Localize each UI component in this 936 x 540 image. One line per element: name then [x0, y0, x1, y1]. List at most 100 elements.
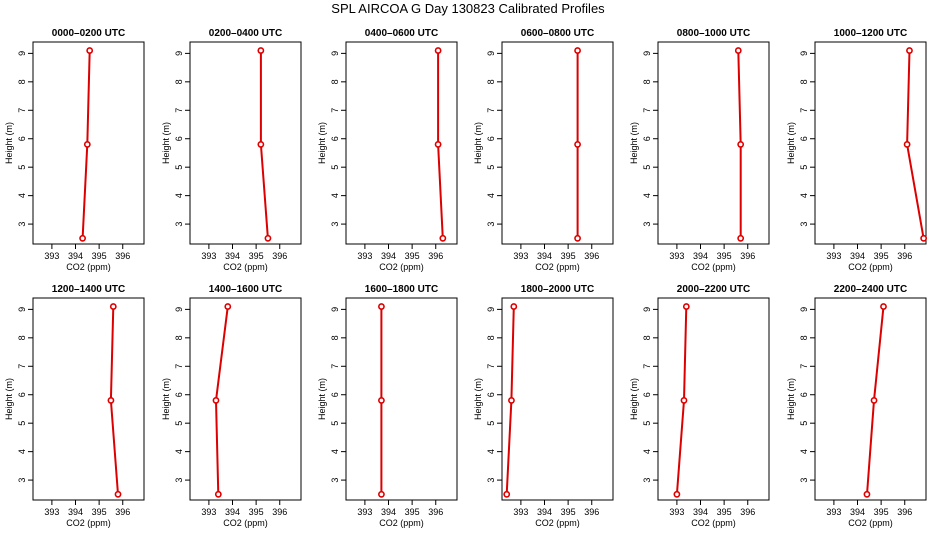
y-tick-label: 7: [330, 364, 340, 369]
panel-title: 1600–1800 UTC: [365, 284, 438, 295]
y-axis-label: Height (m): [629, 122, 639, 164]
y-tick-label: 9: [174, 307, 184, 312]
y-tick-label: 4: [642, 449, 652, 454]
y-axis-label: Height (m): [317, 378, 327, 420]
panel-12: 2200–2400 UTC 393 394 395 396 3 4 5 6 7 8 9 CO2 (ppm…: [786, 284, 927, 528]
data-point: [257, 141, 265, 148]
plot-frame: [345, 297, 458, 501]
panel-2: 0200–0400 UTC 393 394 395 396 3 4 5 6 7 8 9 CO2 (ppm…: [161, 28, 302, 272]
x-axis-label: CO2 (ppm): [691, 262, 736, 272]
y-tick-label: 6: [642, 136, 652, 141]
data-point: [264, 234, 272, 242]
x-tick-label: 396: [428, 507, 443, 517]
y-tick-label: 7: [17, 364, 27, 369]
y-axis-label: Height (m): [161, 378, 171, 420]
x-tick-label: 393: [44, 251, 59, 261]
data-point: [906, 47, 913, 54]
figure-title: SPL AIRCOA G Day 130823 Calibrated Profi…: [331, 1, 605, 16]
x-tick-label: 394: [381, 251, 396, 261]
x-tick-label: 393: [201, 507, 216, 517]
x-tick-label: 395: [561, 507, 576, 517]
x-tick-label: 394: [693, 251, 708, 261]
data-point: [734, 47, 742, 54]
data-point: [378, 303, 385, 310]
y-tick-label: 5: [174, 165, 184, 170]
panel-title: 0000–0200 UTC: [52, 28, 125, 39]
x-axis-label: CO2 (ppm): [379, 518, 424, 528]
y-tick-label: 6: [330, 392, 340, 397]
y-tick-label: 4: [174, 449, 184, 454]
y-tick-label: 8: [642, 335, 652, 340]
y-tick-label: 6: [799, 136, 809, 141]
x-tick-label: 393: [669, 251, 684, 261]
x-tick-label: 396: [740, 507, 755, 517]
data-point: [920, 234, 928, 242]
data-point: [378, 397, 385, 404]
y-tick-label: 7: [799, 364, 809, 369]
y-tick-label: 9: [799, 307, 809, 312]
plot-frame: [657, 297, 770, 501]
panel-title: 1000–1200 UTC: [834, 28, 907, 39]
panel-10: 1800–2000 UTC 393 394 395 396 3 4 5 6 7 8 9 CO2 (ppm…: [473, 284, 614, 528]
y-tick-label: 6: [486, 392, 496, 397]
y-tick-label: 7: [17, 108, 27, 113]
data-point: [109, 303, 117, 310]
data-point: [224, 303, 232, 310]
panel-title: 0800–1000 UTC: [677, 28, 750, 39]
y-tick-label: 7: [174, 364, 184, 369]
data-point: [680, 397, 688, 404]
x-tick-label: 396: [115, 507, 130, 517]
x-axis-label: CO2 (ppm): [223, 518, 268, 528]
y-tick-label: 5: [486, 165, 496, 170]
y-tick-label: 5: [174, 421, 184, 426]
data-point: [214, 490, 222, 498]
y-tick-label: 9: [486, 51, 496, 56]
x-tick-label: 395: [717, 507, 732, 517]
x-tick-label: 396: [740, 251, 755, 261]
y-tick-label: 9: [330, 51, 340, 56]
y-tick-label: 6: [486, 136, 496, 141]
x-axis-label: CO2 (ppm): [691, 518, 736, 528]
y-tick-label: 7: [642, 364, 652, 369]
panel-3: 0400–0600 UTC 393 394 395 396 3 4 5 6 7 8 9 CO2 (ppm…: [317, 28, 458, 272]
x-axis-label: CO2 (ppm): [379, 262, 424, 272]
x-tick-label: 394: [225, 251, 240, 261]
x-tick-label: 394: [693, 507, 708, 517]
y-tick-label: 7: [174, 108, 184, 113]
x-axis-label: CO2 (ppm): [848, 518, 893, 528]
y-tick-label: 7: [330, 108, 340, 113]
y-tick-label: 4: [642, 193, 652, 198]
y-tick-label: 3: [17, 222, 27, 227]
x-tick-label: 394: [68, 251, 83, 261]
panel-title: 2000–2200 UTC: [677, 284, 750, 295]
data-point: [257, 47, 265, 54]
y-tick-label: 8: [17, 79, 27, 84]
y-tick-label: 6: [174, 136, 184, 141]
plot-frame: [189, 297, 302, 501]
data-point: [737, 141, 745, 148]
y-tick-label: 6: [174, 392, 184, 397]
x-tick-label: 395: [874, 507, 889, 517]
data-point: [682, 303, 690, 310]
x-axis-label: CO2 (ppm): [66, 518, 111, 528]
y-tick-label: 6: [799, 392, 809, 397]
plot-frame: [501, 41, 614, 245]
x-tick-label: 395: [405, 251, 420, 261]
y-tick-label: 4: [799, 449, 809, 454]
y-tick-label: 3: [17, 478, 27, 483]
y-tick-label: 8: [486, 79, 496, 84]
x-tick-label: 396: [584, 251, 599, 261]
y-axis-label: Height (m): [317, 122, 327, 164]
panel-5: 0800–1000 UTC 393 394 395 396 3 4 5 6 7 8 9 CO2 (ppm…: [629, 28, 770, 272]
y-tick-label: 8: [642, 79, 652, 84]
x-axis-label: CO2 (ppm): [848, 262, 893, 272]
data-point: [737, 234, 745, 242]
x-tick-label: 393: [513, 251, 528, 261]
panel-title: 0400–0600 UTC: [365, 28, 438, 39]
x-tick-label: 393: [357, 507, 372, 517]
panel-title: 0600–0800 UTC: [521, 28, 594, 39]
panel-1: 0000–0200 UTC 393 394 395 396 3 4 5 6 7 8 9 CO2 (ppm…: [4, 28, 145, 272]
data-point: [510, 303, 518, 310]
y-tick-label: 8: [799, 335, 809, 340]
